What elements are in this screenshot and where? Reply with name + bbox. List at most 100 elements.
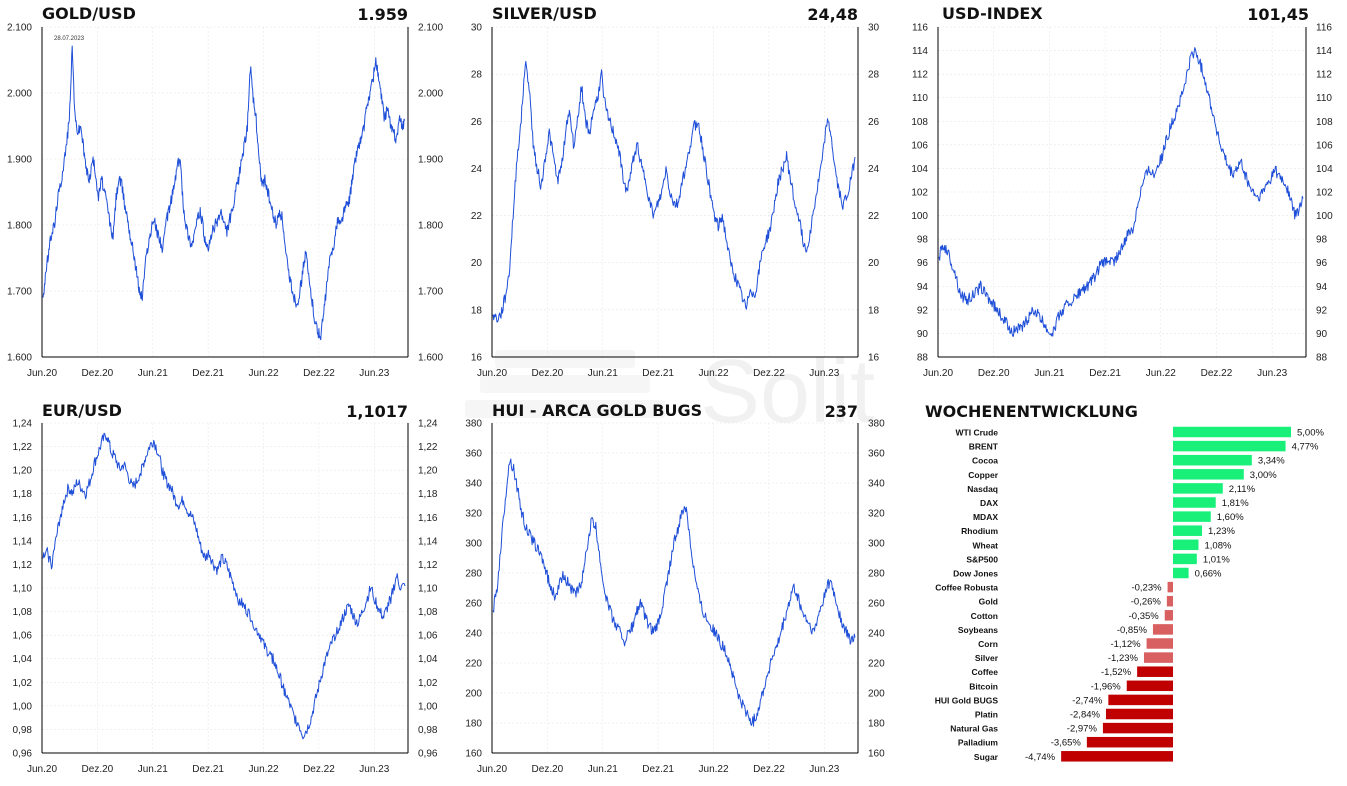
category-label: Corn <box>978 639 998 649</box>
y-tick-label-right: 2.100 <box>418 23 443 34</box>
category-label: DAX <box>980 498 998 508</box>
y-tick-label-left: 340 <box>465 479 482 490</box>
y-tick-label-right: 88 <box>1316 353 1328 364</box>
bar <box>1105 708 1173 720</box>
x-tick-label: Jun.21 <box>588 368 618 379</box>
y-tick-label-left: 98 <box>917 235 929 246</box>
value-label: 4,77% <box>1292 442 1319 453</box>
category-label: Natural Gas <box>950 724 998 734</box>
value-label: 2,11% <box>1229 484 1256 495</box>
y-tick-label-right: 1,02 <box>418 678 438 689</box>
y-tick-label-left: 1,24 <box>13 419 33 430</box>
y-tick-label-left: 94 <box>917 282 929 293</box>
bar <box>1173 553 1197 565</box>
value-label: 1,60% <box>1217 512 1244 523</box>
series-line <box>42 45 405 341</box>
panel-title: HUI - ARCA GOLD BUGS <box>492 401 703 420</box>
annotation: 28.07.2023 <box>54 36 85 42</box>
x-tick-label: Jun.20 <box>923 368 953 379</box>
value-label: -2,84% <box>1070 710 1101 721</box>
bar <box>1126 680 1173 692</box>
y-tick-label-right: 0,98 <box>418 725 438 736</box>
series-line <box>42 432 406 740</box>
y-tick-label-left: 28 <box>471 70 483 81</box>
y-tick-label-right: 1,20 <box>418 466 438 477</box>
panel-silver: SILVER/USD 24,48 16 16 18 18 20 20 22 22 24 24 26 2… <box>450 0 900 393</box>
bar <box>1166 595 1173 607</box>
category-label: MDAX <box>973 512 998 522</box>
y-tick-label-right: 24 <box>868 164 880 175</box>
y-tick-label-right: 102 <box>1316 188 1333 199</box>
y-tick-label-right: 116 <box>1316 23 1332 34</box>
panel-usd-index: USD-INDEX 101,45 88 88 90 90 92 92 94 94 96 96 98 9… <box>900 0 1347 393</box>
x-tick-label: Jun.23 <box>809 764 839 775</box>
y-tick-label-left: 1,00 <box>13 701 33 712</box>
y-tick-label-right: 180 <box>868 719 885 730</box>
y-tick-label-left: 104 <box>911 164 928 175</box>
y-tick-label-right: 26 <box>868 117 880 128</box>
value-label: 1,81% <box>1222 498 1249 509</box>
x-tick-label: Jun.21 <box>588 764 618 775</box>
y-tick-label-right: 280 <box>868 569 885 580</box>
bar <box>1173 440 1286 452</box>
x-tick-label: Jun.23 <box>359 764 389 775</box>
panel-title: GOLD/USD <box>42 4 136 23</box>
y-tick-label-left: 1,20 <box>13 466 33 477</box>
y-tick-label-left: 1,04 <box>13 654 33 665</box>
y-tick-label-left: 360 <box>465 449 482 460</box>
y-tick-label-left: 22 <box>471 211 483 222</box>
y-tick-label-right: 1,06 <box>418 631 438 642</box>
value-label: 5,00% <box>1297 428 1324 439</box>
x-tick-label: Dez.22 <box>753 368 785 379</box>
y-tick-label-right: 260 <box>868 599 885 610</box>
y-tick-label-right: 240 <box>868 629 885 640</box>
bar <box>1152 624 1173 635</box>
bar <box>1173 539 1199 551</box>
panel-title: WOCHENENTWICKLUNG <box>925 402 1138 421</box>
bar <box>1173 525 1203 536</box>
value-label: -0,85% <box>1117 625 1148 636</box>
y-tick-label-right: 1,04 <box>418 654 438 665</box>
x-tick-label: Jun.22 <box>699 764 729 775</box>
value-label: -0,35% <box>1129 611 1160 622</box>
series-line <box>938 47 1304 337</box>
value-label: -2,97% <box>1067 724 1098 735</box>
x-tick-label: Jun.22 <box>699 368 729 379</box>
y-tick-label-left: 320 <box>465 509 482 520</box>
y-tick-label-right: 160 <box>868 749 885 760</box>
y-tick-label-left: 1,02 <box>13 678 33 689</box>
y-tick-label-left: 1,12 <box>13 560 33 571</box>
bar <box>1173 567 1189 579</box>
category-label: S&P500 <box>966 554 998 564</box>
x-tick-label: Jun.20 <box>27 368 57 379</box>
y-tick-label-left: 380 <box>465 419 482 430</box>
value-label: 1,23% <box>1208 526 1235 537</box>
bar <box>1143 652 1173 663</box>
y-tick-label-right: 1,00 <box>418 701 438 712</box>
y-tick-label-right: 1.600 <box>418 353 443 364</box>
bar <box>1173 454 1252 466</box>
x-tick-label: Dez.20 <box>82 764 114 775</box>
category-label: Soybeans <box>958 625 998 635</box>
chart-weekly: WTI Crude 5,00% BRENT 4,77% Cocoa 3,34% Copper… <box>935 426 1324 763</box>
category-label: Cotton <box>971 611 998 621</box>
bar <box>1137 666 1173 677</box>
category-label: Rhodium <box>961 526 998 536</box>
y-tick-label-left: 1,22 <box>13 442 33 453</box>
category-label: Dow Jones <box>953 569 998 579</box>
y-tick-label-right: 360 <box>868 449 885 460</box>
value-label: 1,08% <box>1204 540 1231 551</box>
x-tick-label: Jun.21 <box>1034 368 1064 379</box>
y-tick-label-right: 2.000 <box>418 89 443 100</box>
bar <box>1061 751 1173 762</box>
category-label: HUI Gold BUGS <box>935 695 999 705</box>
y-tick-label-left: 1,10 <box>13 584 33 595</box>
value-label: -1,23% <box>1108 653 1139 664</box>
y-tick-label-right: 200 <box>868 689 885 700</box>
y-tick-label-right: 108 <box>1316 117 1333 128</box>
x-tick-label: Jun.21 <box>138 764 168 775</box>
y-tick-label-right: 30 <box>868 23 880 34</box>
y-tick-label-right: 90 <box>1316 329 1328 340</box>
y-tick-label-left: 1.800 <box>7 221 32 232</box>
y-tick-label-left: 96 <box>917 258 929 269</box>
